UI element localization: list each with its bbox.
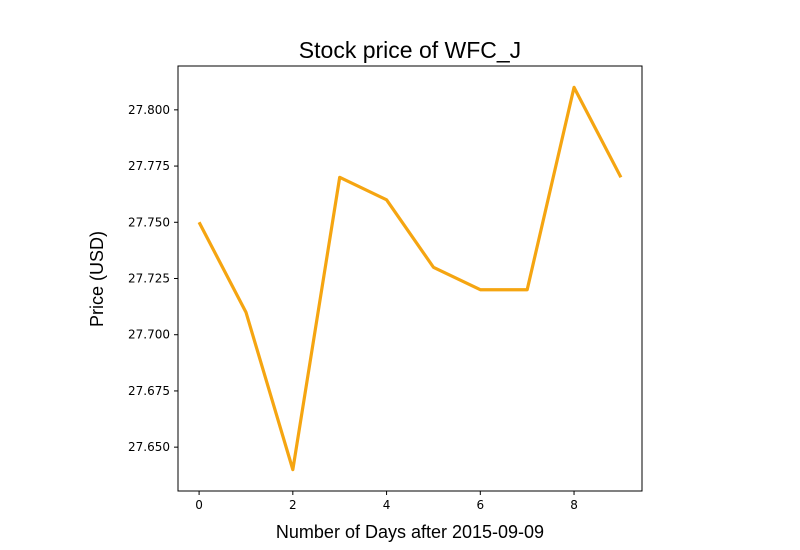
series-group [197,85,623,472]
x-tick-label: 0 [195,498,203,512]
y-tick-label: 27.750 [128,215,170,229]
y-tick-label: 27.700 [128,328,170,342]
y-axis: 27.650 27.675 27.700 27.725 27.750 27.775 27.8… [128,103,178,454]
x-tick-label: 6 [476,498,484,512]
y-tick-label: 27.725 [128,272,170,286]
x-axis: 0 2 4 6 8 [195,491,578,512]
x-tick-label: 2 [289,498,297,512]
y-tick-label: 27.800 [128,103,170,117]
y-tick-label: 27.650 [128,440,170,454]
chart-title: Stock price of WFC_J [299,37,521,63]
y-tick-label: 27.775 [128,159,170,173]
x-axis-label: Number of Days after 2015-09-09 [276,522,544,542]
series-line [197,85,623,472]
y-axis-label: Price (USD) [87,231,107,327]
y-tick-label: 27.675 [128,384,170,398]
x-tick-label: 4 [383,498,391,512]
x-tick-label: 8 [570,498,578,512]
